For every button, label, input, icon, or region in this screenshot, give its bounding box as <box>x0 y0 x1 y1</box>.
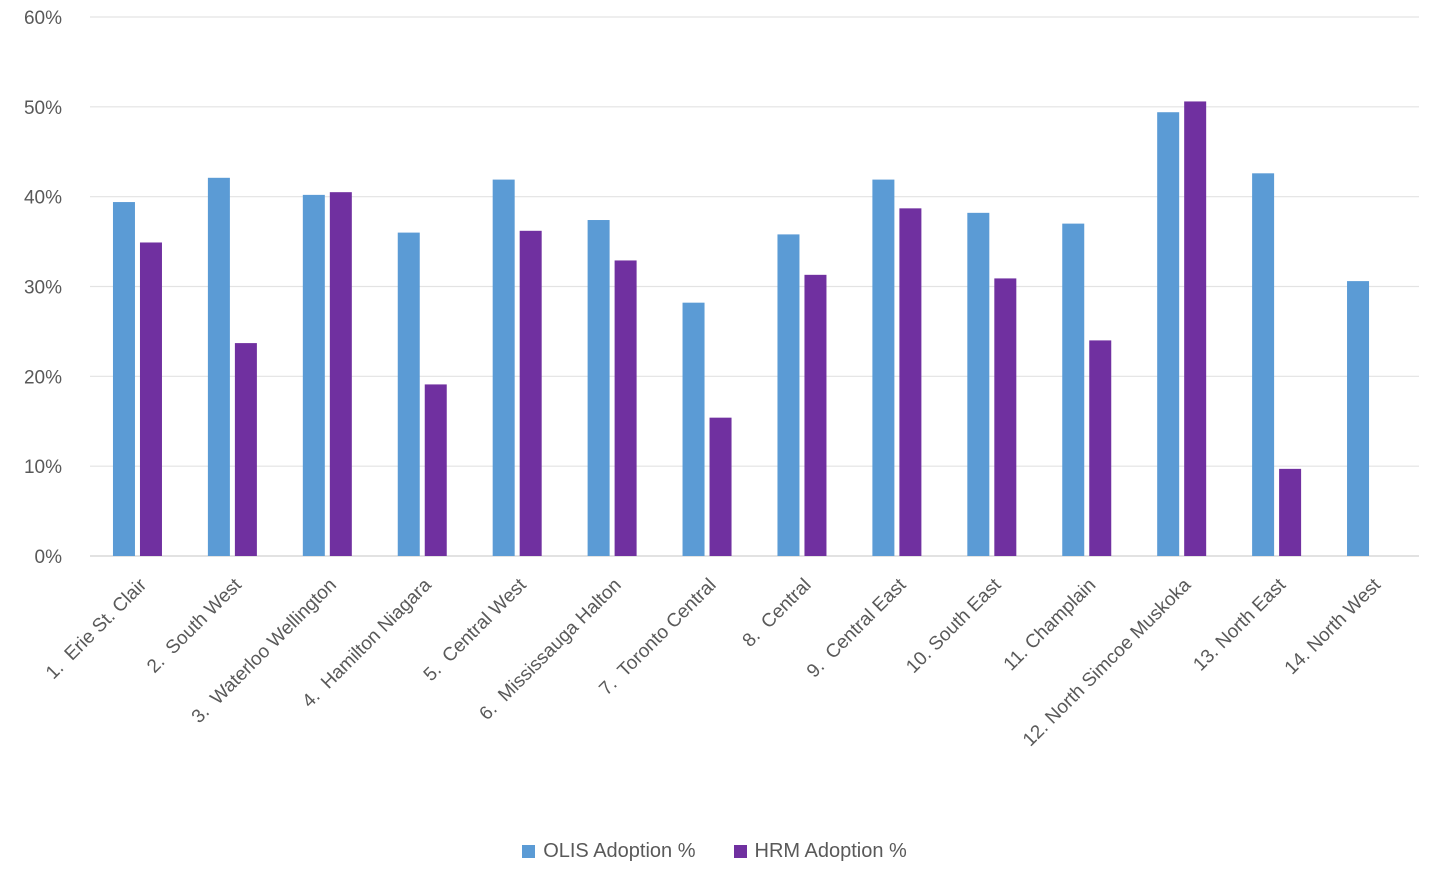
bar-olis <box>397 232 420 556</box>
x-category-label: 8. Central <box>739 575 816 652</box>
bar-olis <box>967 212 990 556</box>
bar-hrm <box>614 260 637 556</box>
bar-olis <box>492 179 515 556</box>
legend-item-hrm: HRM Adoption % <box>733 840 907 863</box>
bar-olis <box>1157 112 1180 557</box>
y-axis-tick-labels: 0% 10% 20% 30% 40% 50% 60% <box>24 8 62 568</box>
legend-item-olis: OLIS Adoption % <box>522 840 696 863</box>
bar-olis <box>587 220 610 557</box>
bar-hrm <box>424 384 447 556</box>
y-tick-label: 50% <box>24 98 62 119</box>
bar-olis <box>207 177 230 556</box>
x-category-label: 5. Central West <box>420 574 531 685</box>
bar-hrm <box>1279 468 1302 556</box>
bar-hrm <box>899 208 922 556</box>
x-category-label: 13. North East <box>1189 574 1290 675</box>
bar-olis <box>682 302 705 556</box>
legend: OLIS Adoption % HRM Adoption % <box>0 840 1429 863</box>
x-category-label: 10. South East <box>902 574 1005 677</box>
x-category-label: 2. South West <box>143 574 246 677</box>
bars <box>112 101 1370 557</box>
bar-olis <box>112 202 135 556</box>
y-tick-label: 40% <box>24 188 62 209</box>
legend-swatch-olis <box>522 845 536 858</box>
legend-swatch-hrm <box>733 845 747 858</box>
bar-hrm <box>234 343 257 556</box>
bar-olis <box>1062 223 1085 556</box>
bar-olis <box>1347 281 1370 556</box>
bar-hrm <box>519 230 542 556</box>
bar-hrm <box>329 192 352 557</box>
bar-hrm <box>804 274 827 556</box>
y-tick-label: 10% <box>24 457 62 478</box>
bar-hrm <box>709 417 732 556</box>
bar-hrm <box>1184 101 1207 557</box>
bar-hrm <box>994 278 1017 556</box>
y-tick-label: 20% <box>24 367 62 388</box>
bar-hrm <box>139 242 162 556</box>
bar-olis <box>872 179 895 556</box>
y-tick-label: 30% <box>24 278 62 299</box>
x-category-label: 14. North West <box>1281 574 1386 679</box>
x-category-label: 12. North Simcoe Muskoka <box>1019 574 1195 750</box>
legend-label-olis: OLIS Adoption % <box>543 840 696 862</box>
legend-label-hrm: HRM Adoption % <box>754 840 907 862</box>
x-category-label: 9. Central East <box>803 574 911 682</box>
bar-olis <box>777 234 800 556</box>
x-category-label: 11. Champlain <box>1000 575 1100 675</box>
gridlines <box>90 16 1419 557</box>
y-tick-label: 60% <box>24 8 62 29</box>
x-category-label: 1. Erie St. Clair <box>42 574 151 683</box>
y-tick-label: 0% <box>35 547 63 568</box>
bar-olis <box>302 194 325 556</box>
bar-olis <box>1252 173 1275 556</box>
bar-hrm <box>1089 340 1112 556</box>
